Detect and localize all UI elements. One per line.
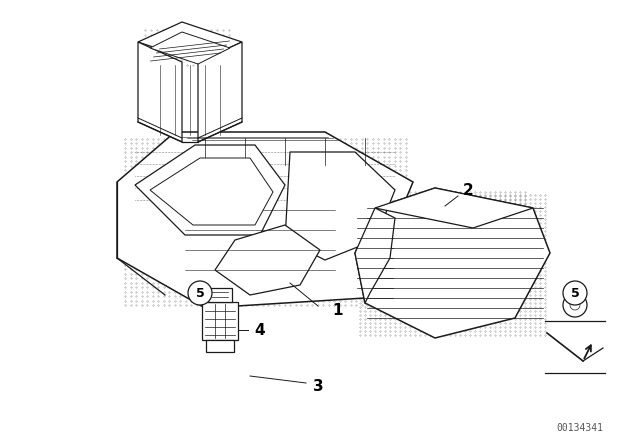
Polygon shape	[138, 42, 182, 142]
Polygon shape	[117, 132, 413, 308]
Circle shape	[563, 293, 587, 317]
Polygon shape	[198, 42, 242, 142]
Polygon shape	[355, 188, 550, 338]
Text: 4: 4	[255, 323, 266, 337]
Circle shape	[188, 281, 212, 305]
Polygon shape	[138, 22, 242, 62]
Circle shape	[563, 281, 587, 305]
Polygon shape	[206, 340, 234, 352]
Polygon shape	[375, 188, 533, 228]
Text: 2: 2	[463, 182, 474, 198]
Text: 3: 3	[313, 379, 323, 393]
Polygon shape	[150, 158, 273, 225]
Text: 00134341: 00134341	[557, 423, 604, 433]
Text: 1: 1	[333, 302, 343, 318]
Polygon shape	[202, 302, 238, 340]
Polygon shape	[285, 152, 395, 260]
Text: 5: 5	[571, 287, 579, 300]
Polygon shape	[135, 145, 285, 235]
Polygon shape	[208, 288, 232, 302]
Text: 5: 5	[196, 287, 204, 300]
Polygon shape	[355, 208, 395, 303]
Polygon shape	[215, 225, 320, 295]
Polygon shape	[150, 32, 230, 64]
